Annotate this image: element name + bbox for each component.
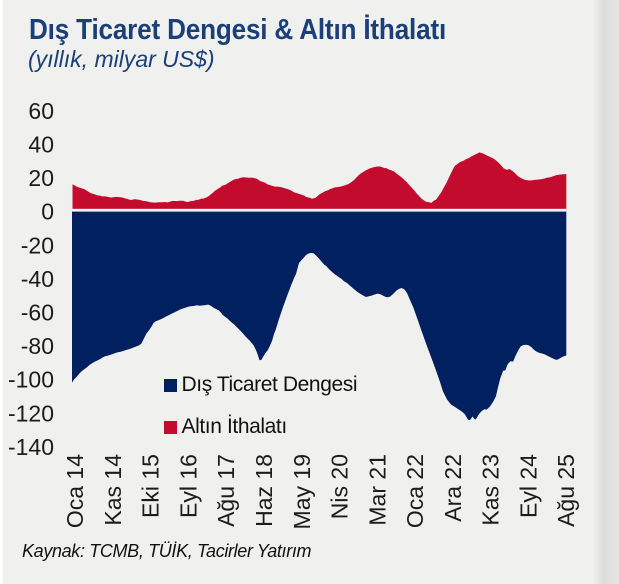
svg-text:Eki 15: Eki 15	[138, 454, 164, 518]
svg-text:Oca 14: Oca 14	[62, 454, 88, 528]
svg-text:Haz 18: Haz 18	[251, 454, 277, 527]
svg-text:Mar 21: Mar 21	[364, 454, 390, 526]
svg-text:-40: -40	[21, 266, 54, 292]
svg-text:-60: -60	[21, 300, 54, 326]
svg-text:40: 40	[28, 132, 54, 158]
svg-text:-140: -140	[8, 434, 54, 460]
svg-text:0: 0	[41, 199, 54, 225]
svg-text:60: 60	[28, 98, 54, 124]
svg-text:Ara 22: Ara 22	[440, 454, 466, 522]
svg-text:Eyl 16: Eyl 16	[175, 454, 201, 518]
svg-text:Nis 20: Nis 20	[327, 454, 353, 519]
svg-text:20: 20	[28, 165, 54, 191]
svg-text:Oca 22: Oca 22	[402, 454, 428, 528]
svg-text:-80: -80	[21, 333, 54, 359]
svg-text:Ağu 17: Ağu 17	[213, 454, 239, 527]
svg-text:-20: -20	[21, 232, 54, 258]
svg-text:-120: -120	[8, 400, 54, 426]
svg-text:-100: -100	[8, 367, 54, 393]
svg-text:Ağu 25: Ağu 25	[553, 454, 579, 527]
svg-text:Eyl 24: Eyl 24	[515, 454, 541, 518]
svg-text:Kas 23: Kas 23	[478, 454, 504, 526]
svg-text:Kas 14: Kas 14	[100, 454, 126, 526]
svg-text:May 19: May 19	[289, 454, 315, 529]
